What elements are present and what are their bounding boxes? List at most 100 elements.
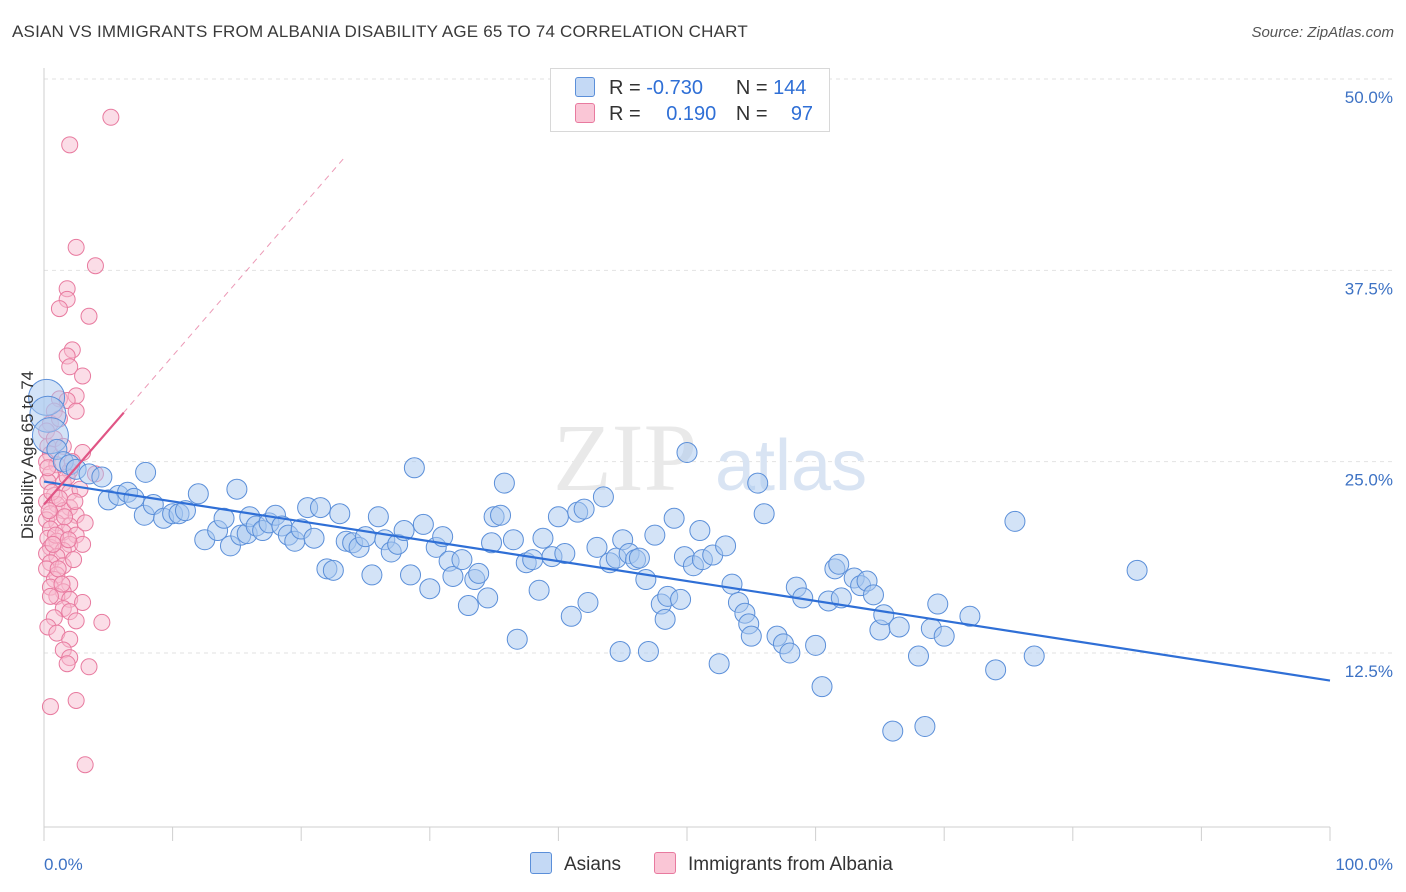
- asians-point: [554, 543, 576, 565]
- albania-point: [58, 655, 76, 673]
- legend-item-asians[interactable]: Asians: [530, 852, 621, 876]
- chart-title: ASIAN VS IMMIGRANTS FROM ALBANIA DISABIL…: [12, 22, 748, 41]
- y-tick-label: 50.0%: [1345, 88, 1393, 107]
- asians-point: [959, 605, 981, 627]
- albania-point: [41, 698, 59, 716]
- albania-point: [86, 257, 104, 275]
- asians-point: [779, 642, 801, 664]
- asians-point: [412, 513, 434, 535]
- asians-point: [403, 457, 425, 479]
- asians-point: [547, 506, 569, 528]
- asians-point: [670, 588, 692, 610]
- r-value-asians: -0.730: [646, 77, 703, 99]
- asians-point: [522, 549, 544, 571]
- asians-point: [689, 520, 711, 542]
- source-label: Source: ZipAtlas.com: [1251, 24, 1394, 41]
- asians-point: [1004, 510, 1026, 532]
- asians-swatch: [575, 77, 595, 97]
- albania-point: [65, 551, 83, 569]
- r-value-albania: 0.190: [666, 103, 717, 125]
- asians-point: [123, 487, 145, 509]
- albania-point: [66, 492, 84, 510]
- albania-point: [61, 358, 79, 376]
- albania-point: [44, 535, 62, 553]
- albania-point: [93, 613, 111, 631]
- asians-legend-swatch: [530, 852, 552, 874]
- stats-legend-asians: R = -0.730 N = 144: [575, 77, 806, 101]
- asians-point: [933, 625, 955, 647]
- legend-label-asians: Asians: [564, 854, 622, 875]
- x-tick-label: 0.0%: [44, 855, 83, 874]
- asians-point: [1023, 645, 1045, 667]
- r-label: R =: [609, 103, 641, 125]
- asians-point: [367, 506, 389, 528]
- asians-point: [135, 461, 157, 483]
- albania-point: [74, 593, 92, 611]
- albania-point: [74, 535, 92, 553]
- tick-labels: 12.5% 25.0% 37.5% 50.0% 0.0% 100.0%: [44, 88, 1393, 874]
- asians-point: [493, 472, 515, 494]
- r-label: R =: [609, 77, 641, 99]
- stats-legend: R = -0.730 N = 144 R = 0.190 N = 97: [550, 68, 830, 132]
- legend-label-albania: Immigrants from Albania: [688, 854, 893, 875]
- asians-point: [419, 578, 441, 600]
- x-tick-label: 100.0%: [1335, 855, 1393, 874]
- albania-point: [53, 575, 71, 593]
- albania-point: [50, 300, 68, 318]
- asians-point: [644, 524, 666, 546]
- asians-point: [481, 532, 503, 554]
- asians-point: [1126, 559, 1148, 581]
- asians-point: [573, 498, 595, 520]
- asians-point: [468, 562, 490, 584]
- asians-point: [663, 507, 685, 529]
- n-value-asians: 144: [773, 77, 807, 99]
- albania-point: [74, 367, 92, 385]
- albania-point: [67, 402, 85, 420]
- asians-point: [914, 715, 936, 737]
- asians-point: [528, 579, 550, 601]
- asians-point: [532, 527, 554, 549]
- asians-point: [882, 720, 904, 742]
- legend-item-albania[interactable]: Immigrants from Albania: [654, 852, 893, 876]
- asians-point: [560, 605, 582, 627]
- asians-point: [805, 634, 827, 656]
- series-asians: [28, 378, 1148, 742]
- n-value-albania: 97: [790, 103, 814, 125]
- stats-legend-albania: R = 0.190 N = 97: [575, 103, 813, 127]
- asians-point: [888, 616, 910, 638]
- albania-point: [76, 514, 94, 532]
- asians-point: [174, 500, 196, 522]
- watermark: ZIP atlas: [553, 404, 867, 511]
- albania-swatch: [575, 103, 595, 123]
- asians-point: [329, 503, 351, 525]
- asians-point: [451, 549, 473, 571]
- asians-point: [721, 573, 743, 595]
- asians-point: [609, 640, 631, 662]
- n-label: N =: [735, 77, 768, 99]
- asians-point: [506, 628, 528, 650]
- asians-point: [322, 559, 344, 581]
- y-tick-label: 37.5%: [1345, 279, 1393, 298]
- albania-point: [80, 658, 98, 676]
- asians-point: [91, 466, 113, 488]
- asians-point: [628, 547, 650, 569]
- albania-point: [49, 560, 67, 578]
- asians-point: [586, 536, 608, 558]
- albania-point: [76, 756, 94, 774]
- albania-legend-swatch: [654, 852, 676, 874]
- asians-point: [361, 564, 383, 586]
- asians-point: [740, 625, 762, 647]
- asians-point: [927, 593, 949, 615]
- asians-point: [477, 587, 499, 609]
- grid: [44, 78, 1392, 654]
- asians-point: [708, 653, 730, 675]
- albania-trend-line: [43, 411, 125, 506]
- asians-point: [592, 486, 614, 508]
- asians-point: [907, 645, 929, 667]
- asians-point: [637, 640, 659, 662]
- asians-point: [400, 564, 422, 586]
- albania-point: [80, 307, 98, 325]
- trend-lines: [43, 155, 1331, 682]
- asians-point: [187, 483, 209, 505]
